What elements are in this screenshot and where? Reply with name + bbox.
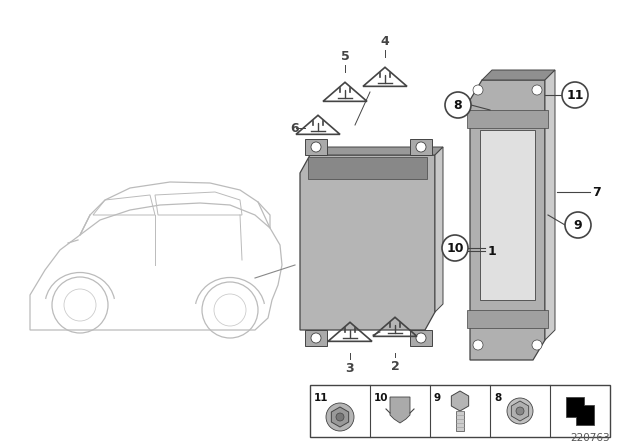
Circle shape [336,413,344,421]
Polygon shape [300,155,435,330]
Polygon shape [435,147,443,312]
Circle shape [516,407,524,415]
FancyBboxPatch shape [308,157,427,179]
Text: 6: 6 [291,121,300,134]
FancyBboxPatch shape [305,330,327,346]
FancyBboxPatch shape [467,110,548,128]
Polygon shape [566,397,594,425]
Circle shape [565,212,591,238]
Text: 1: 1 [488,245,497,258]
Circle shape [326,403,354,431]
Text: 3: 3 [346,362,355,375]
Text: 11: 11 [314,393,328,403]
Circle shape [473,85,483,95]
Text: 9: 9 [573,219,582,232]
Polygon shape [470,80,545,360]
Circle shape [416,333,426,343]
Polygon shape [332,407,349,427]
Circle shape [445,92,471,118]
Polygon shape [390,397,410,423]
Polygon shape [310,147,443,155]
Circle shape [532,85,542,95]
Text: 10: 10 [374,393,388,403]
Polygon shape [482,70,555,80]
Text: 8: 8 [454,99,462,112]
Text: 11: 11 [566,89,584,102]
Polygon shape [545,70,555,340]
FancyBboxPatch shape [467,310,548,328]
FancyBboxPatch shape [410,330,432,346]
FancyBboxPatch shape [456,411,464,431]
FancyBboxPatch shape [305,139,327,155]
Polygon shape [511,401,529,421]
Circle shape [507,398,533,424]
Text: 7: 7 [592,185,601,198]
Circle shape [562,82,588,108]
Circle shape [311,333,321,343]
Circle shape [416,142,426,152]
Circle shape [473,340,483,350]
FancyBboxPatch shape [310,385,610,437]
Text: 4: 4 [381,35,389,48]
FancyBboxPatch shape [480,130,535,300]
Polygon shape [451,391,468,411]
Text: 220763: 220763 [570,433,610,443]
Text: 2: 2 [390,360,399,373]
Text: 10: 10 [446,241,464,254]
FancyBboxPatch shape [410,139,432,155]
Circle shape [442,235,468,261]
Circle shape [311,142,321,152]
Text: 9: 9 [434,393,441,403]
Text: 5: 5 [340,50,349,63]
Text: 8: 8 [494,393,501,403]
Circle shape [532,340,542,350]
